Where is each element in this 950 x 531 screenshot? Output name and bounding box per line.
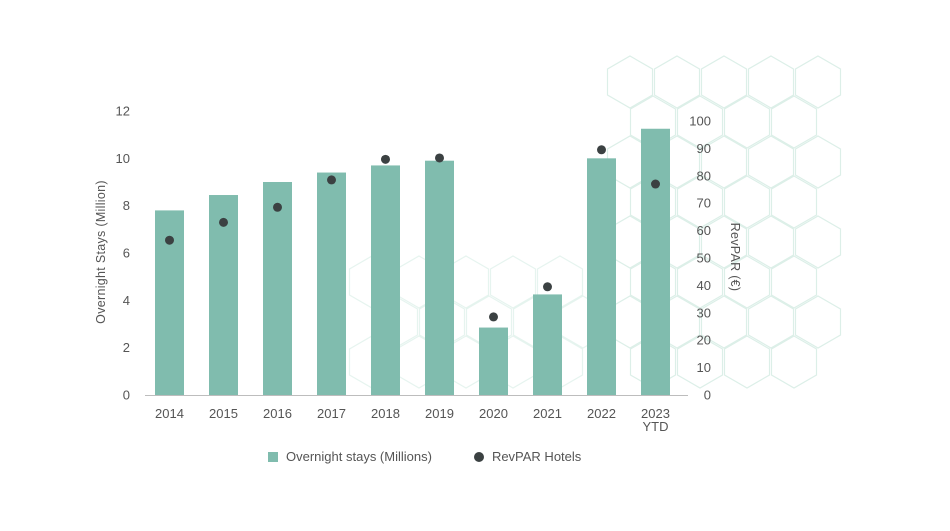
dot — [489, 312, 498, 322]
hexagon-shape — [794, 295, 842, 349]
hexagon-shape — [794, 135, 842, 189]
x-tick-label: 2023 YTD — [641, 406, 670, 434]
left-tick-label: 2 — [123, 340, 130, 355]
hexagon-shape — [700, 295, 748, 349]
dot-series — [165, 145, 660, 322]
hexagon-shape — [606, 55, 654, 109]
right-tick-label: 90 — [697, 141, 711, 156]
bar — [479, 327, 508, 395]
hexagon-shape — [723, 95, 771, 149]
hexagon-shape — [676, 175, 724, 229]
right-tick-label: 40 — [697, 278, 711, 293]
hexagon-shape — [723, 335, 771, 389]
right-tick-label: 60 — [697, 223, 711, 238]
x-tick-label: 2014 — [155, 406, 184, 421]
left-tick-label: 0 — [123, 388, 130, 403]
right-tick-label: 0 — [704, 388, 711, 403]
hexagon-shape — [770, 175, 818, 229]
x-tick-label: 2021 — [533, 406, 562, 421]
right-tick-label: 30 — [697, 305, 711, 320]
hexagon-shape — [676, 335, 724, 389]
x-tick-label: 2017 — [317, 406, 346, 421]
dot — [327, 175, 336, 185]
x-tick-label: 2019 — [425, 406, 454, 421]
left-axis-title: Overnight Stays (Million) — [94, 180, 108, 324]
right-tick-label: 50 — [697, 251, 711, 266]
bar-series — [155, 128, 670, 395]
hexagon-shape — [747, 55, 795, 109]
legend-bar-label: Overnight stays (Millions) — [286, 449, 432, 464]
bar — [263, 182, 292, 395]
left-tick-label: 6 — [123, 246, 130, 261]
x-tick-label: 2016 — [263, 406, 292, 421]
hexagon-shape — [700, 55, 748, 109]
hexagon-shape — [770, 255, 818, 309]
bar — [425, 160, 454, 395]
legend-item-bars: Overnight stays (Millions) — [268, 449, 432, 464]
x-tick-label: 2022 — [587, 406, 616, 421]
dot — [597, 145, 606, 155]
hexagon-shape — [723, 255, 771, 309]
hexagon-shape — [489, 255, 537, 309]
bar — [209, 195, 238, 395]
hexagon-shape — [770, 95, 818, 149]
hexagon-shape — [747, 215, 795, 269]
left-tick-label: 8 — [123, 198, 130, 213]
bar — [587, 158, 616, 395]
bar-swatch — [268, 451, 278, 462]
right-tick-label: 20 — [697, 333, 711, 348]
dot — [381, 154, 390, 164]
left-tick-label: 12 — [116, 104, 130, 119]
x-tick-label: 2018 — [371, 406, 400, 421]
dot — [165, 235, 174, 245]
hexagon-shape — [747, 135, 795, 189]
dot — [651, 179, 660, 189]
bar — [533, 294, 562, 395]
dot — [273, 202, 282, 212]
hexagon-shape — [676, 95, 724, 149]
hexagon-shape — [747, 295, 795, 349]
x-axis-ticks: 2014 2015 2016 2017 2018 2019 2020 2021 2022 2023… — [155, 406, 670, 434]
bar — [371, 165, 400, 395]
hexagon-shape — [770, 335, 818, 389]
left-tick-label: 10 — [116, 151, 130, 166]
hexagon-shape — [700, 215, 748, 269]
hexagon-shape — [676, 255, 724, 309]
right-tick-label: 80 — [697, 168, 711, 183]
right-axis-title: RevPAR (€) — [728, 223, 742, 292]
dot — [543, 282, 552, 292]
right-tick-label: 10 — [697, 360, 711, 375]
right-axis-ticks: 0 10 20 30 40 50 60 70 80 90 100 — [689, 114, 711, 403]
bar — [641, 128, 670, 395]
right-tick-label: 100 — [689, 114, 711, 129]
hexagon-shape — [794, 215, 842, 269]
x-tick-label: 2015 — [209, 406, 238, 421]
legend-item-dots: RevPAR Hotels — [473, 449, 582, 464]
right-tick-label: 70 — [697, 196, 711, 211]
bar — [317, 172, 346, 395]
left-tick-label: 4 — [123, 293, 130, 308]
hexagon-shape — [653, 55, 701, 109]
x-tick-label: 2020 — [479, 406, 508, 421]
hexagon-shape — [700, 135, 748, 189]
left-axis-ticks: 0 2 4 6 8 10 12 — [116, 104, 130, 403]
legend: Overnight stays (Millions) RevPAR Hotels — [268, 449, 581, 464]
hexagon-shape — [794, 55, 842, 109]
dot-swatch — [473, 451, 484, 462]
legend-dot-label: RevPAR Hotels — [491, 449, 582, 464]
dot — [435, 153, 444, 163]
dot — [219, 217, 228, 227]
hexagon-shape — [723, 175, 771, 229]
